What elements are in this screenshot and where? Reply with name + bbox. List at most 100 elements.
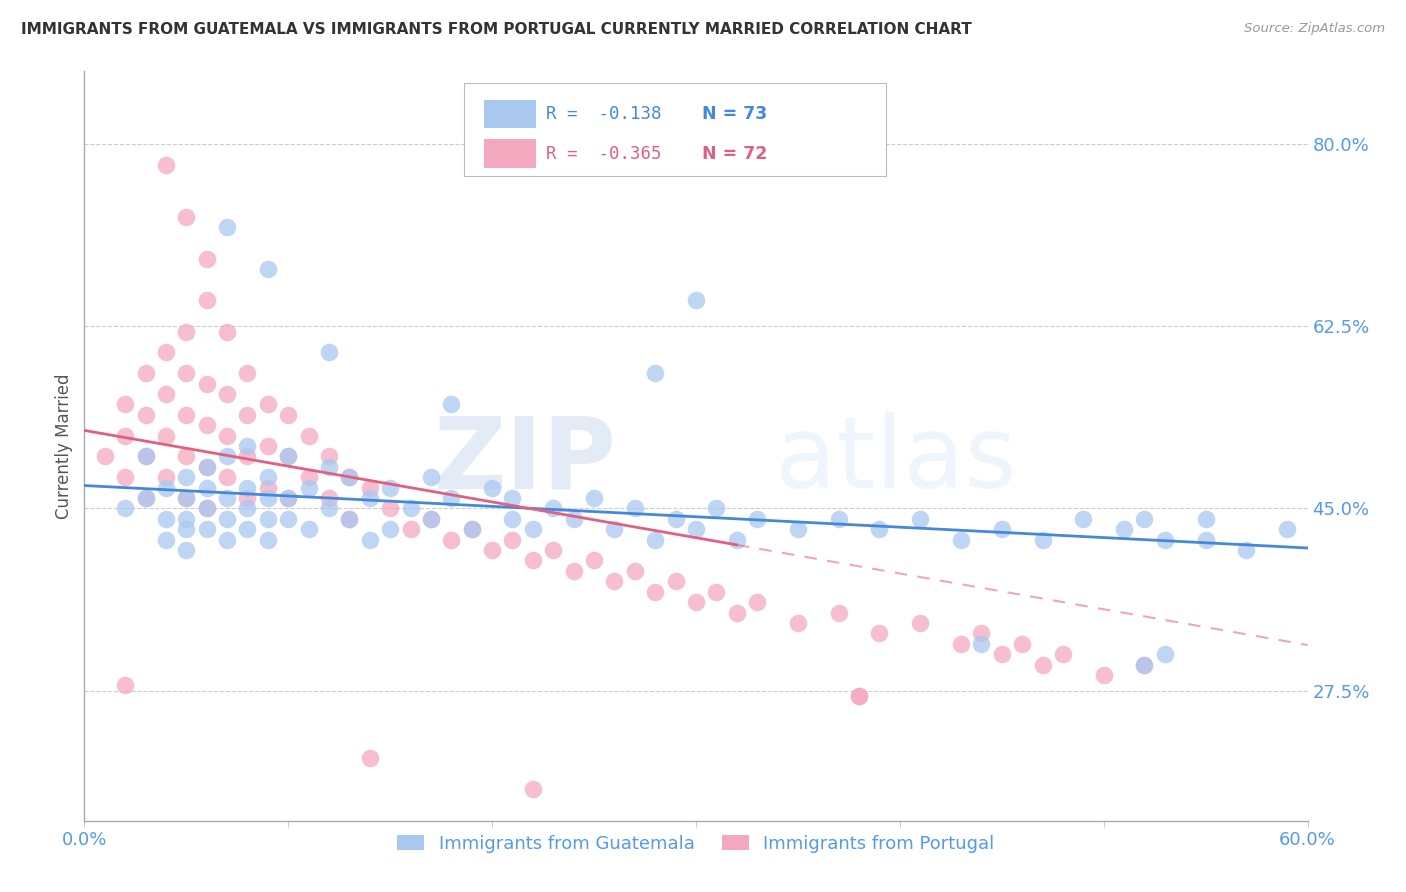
Point [1114,522,1136,536]
Point [685,595,707,609]
Point [665,574,688,589]
Text: ZIP: ZIP [433,412,616,509]
Point [1236,543,1258,558]
Text: R =  -0.138: R = -0.138 [546,105,661,123]
Point [706,501,728,516]
Point [257,533,280,547]
Y-axis label: Currently Married: Currently Married [55,373,73,519]
Point [217,428,239,442]
Point [135,450,157,464]
Point [236,501,259,516]
FancyBboxPatch shape [484,139,536,168]
Point [174,210,197,224]
Point [685,522,707,536]
Point [1154,533,1177,547]
Point [991,522,1014,536]
Point [399,501,422,516]
Text: IMMIGRANTS FROM GUATEMALA VS IMMIGRANTS FROM PORTUGAL CURRENTLY MARRIED CORRELAT: IMMIGRANTS FROM GUATEMALA VS IMMIGRANTS … [21,22,972,37]
Point [991,647,1014,661]
Point [174,366,197,380]
Point [114,501,136,516]
Legend: Immigrants from Guatemala, Immigrants from Portugal: Immigrants from Guatemala, Immigrants fr… [389,828,1002,860]
Point [318,501,340,516]
Point [380,481,402,495]
Point [1011,637,1033,651]
Point [481,543,503,558]
Point [481,481,503,495]
Point [217,450,239,464]
Point [685,293,707,308]
Point [195,376,218,391]
Point [828,512,851,526]
Point [135,491,157,505]
Point [195,522,218,536]
Point [174,522,197,536]
Point [502,491,524,505]
Point [155,512,177,526]
Point [277,512,299,526]
Point [1073,512,1095,526]
Point [747,512,769,526]
Point [195,481,218,495]
Point [195,501,218,516]
Point [522,522,544,536]
Point [257,481,280,495]
Point [543,543,565,558]
Point [603,574,626,589]
Point [257,262,280,277]
Point [1195,533,1218,547]
Point [257,491,280,505]
Point [174,450,197,464]
Point [380,501,402,516]
Text: Source: ZipAtlas.com: Source: ZipAtlas.com [1244,22,1385,36]
Point [522,553,544,567]
Point [970,626,993,640]
Point [257,470,280,484]
Point [195,418,218,433]
Point [217,512,239,526]
Point [174,325,197,339]
Point [277,450,299,464]
Point [359,491,381,505]
Point [1133,657,1156,672]
Point [1277,522,1299,536]
Point [318,491,340,505]
Point [174,512,197,526]
FancyBboxPatch shape [484,100,536,128]
Text: R =  -0.365: R = -0.365 [546,145,661,162]
Point [195,459,218,474]
Point [440,397,463,411]
Point [603,522,626,536]
Point [217,325,239,339]
Point [155,387,177,401]
Point [318,450,340,464]
Point [217,491,239,505]
Point [1133,512,1156,526]
Point [787,615,810,630]
Point [257,397,280,411]
Point [970,637,993,651]
Point [135,491,157,505]
Point [155,470,177,484]
Point [114,470,136,484]
Point [359,533,381,547]
Point [522,782,544,797]
Point [155,158,177,172]
Point [298,428,321,442]
Point [644,584,666,599]
Point [195,252,218,266]
FancyBboxPatch shape [464,83,886,177]
Point [93,450,115,464]
Point [135,366,157,380]
Point [562,512,585,526]
Point [725,606,748,620]
Point [359,751,381,765]
Point [339,470,361,484]
Point [195,293,218,308]
Point [502,533,524,547]
Point [174,491,197,505]
Point [236,491,259,505]
Point [624,501,647,516]
Point [277,491,299,505]
Point [706,584,728,599]
